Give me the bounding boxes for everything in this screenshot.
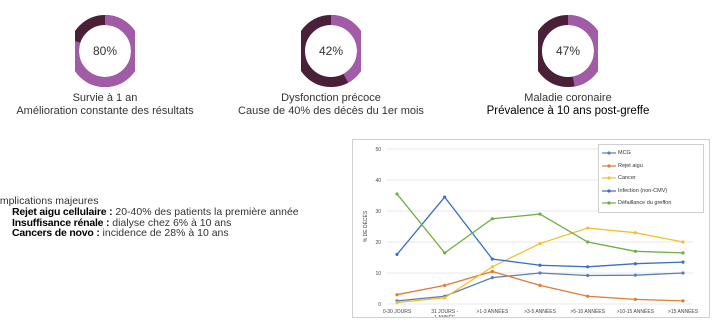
legend-label: MCG [618, 150, 631, 157]
x-tick-label: 1 ANNÉE [434, 314, 456, 317]
data-point [681, 251, 685, 255]
legend-item: Infection (non-CMV) [602, 185, 700, 198]
complication-item: Insuffisance rénale : dialyse chez 6% à … [12, 216, 350, 229]
data-point [633, 273, 637, 277]
legend-swatch [602, 201, 616, 205]
x-tick-label: >5-10 ANNÉES [570, 308, 605, 315]
data-point [586, 265, 590, 269]
complication-label: Cancers de novo : [12, 227, 100, 239]
complication-text: incidence de 28% à 10 ans [99, 227, 229, 239]
data-point [586, 226, 590, 230]
data-point [586, 240, 590, 244]
data-point [490, 217, 494, 221]
x-tick-label: >3-5 ANNÉES [524, 308, 556, 315]
data-point [633, 262, 637, 266]
legend-swatch [602, 151, 616, 155]
y-tick-label: 0 [378, 302, 381, 308]
complications-title: omplications majeures [0, 195, 99, 207]
data-point [395, 300, 399, 305]
donut-value-label: 42% [319, 44, 343, 58]
stat-subtitle: Amélioration constante des résultats [16, 105, 194, 117]
x-tick-label: 0-30 JOURS [383, 309, 412, 315]
y-axis-label: % DE DÉCÈS [362, 210, 369, 242]
y-tick-label: 50 [375, 147, 381, 153]
data-point [538, 241, 542, 246]
y-tick-label: 30 [375, 209, 381, 215]
data-point [681, 240, 685, 244]
legend-swatch [602, 189, 616, 193]
stat-title: Dysfonction précoce [281, 92, 381, 104]
data-point [681, 260, 685, 264]
data-point [395, 252, 399, 256]
legend-item: MCG [602, 147, 700, 160]
data-point [681, 299, 685, 303]
y-tick-label: 40 [375, 178, 381, 184]
stat-subtitle: Prévalence à 10 ans post-greffe [486, 105, 650, 117]
ring-filled [538, 15, 598, 87]
donut-value-label: 80% [93, 44, 117, 58]
legend-swatch [602, 164, 616, 168]
legend-label: Défaillance du greffon [618, 200, 672, 207]
complications-section: omplications majeures Rejet aigu cellula… [0, 195, 350, 239]
ring-filled [75, 15, 135, 87]
data-point [443, 251, 447, 255]
donut-value-label: 47% [556, 44, 580, 58]
stat-title: Survie à 1 an [72, 92, 138, 104]
x-tick-label: >15 ANNÉES [668, 308, 699, 315]
data-point [538, 263, 542, 267]
complication-item: Rejet aigu cellulaire : 20-40% des patie… [12, 207, 350, 218]
data-point [538, 212, 542, 216]
data-point [443, 195, 447, 199]
data-point [490, 265, 494, 269]
complication-text: dialyse chez 6% à 10 ans [109, 216, 232, 229]
stat-early-dysfunction: 42% Dysfonction précoce Cause de 40% des… [216, 4, 446, 118]
data-point [633, 297, 637, 301]
data-point [443, 283, 447, 287]
data-point [681, 271, 685, 275]
complication-label: Insuffisance rénale : [12, 216, 110, 229]
chart-legend: MCG Rejet aigu Cancer Infection (non-CMV) Dé… [598, 144, 704, 213]
legend-label: Infection (non-CMV) [618, 187, 668, 194]
complication-label: Rejet aigu cellulaire : [12, 206, 113, 218]
data-point [586, 294, 590, 298]
mortality-chart: 0 10 20 30 40 50 % DE DÉCÈS 0-30 JOURS 31 JOURS … [352, 139, 710, 318]
x-tick-label: >10-15 ANNÉES [617, 308, 655, 315]
legend-label: Rejet aigu [618, 162, 643, 169]
x-tick-label: 31 JOURS - [431, 309, 458, 315]
legend-item: Défaillance du greffon [602, 197, 700, 210]
donut-chart-dysfunction: 42% [301, 15, 361, 87]
data-point [395, 293, 399, 297]
ring-filled [301, 15, 361, 87]
data-point [490, 276, 494, 280]
y-tick-label: 10 [375, 271, 381, 277]
data-point [633, 231, 637, 235]
complication-item: Cancers de novo : incidence de 28% à 10 … [12, 228, 350, 239]
data-point [538, 283, 542, 287]
data-point [490, 269, 494, 274]
legend-item: Rejet aigu [602, 160, 700, 173]
data-point [443, 296, 447, 300]
legend-label: Cancer [618, 175, 636, 182]
donut-chart-survival: 80% [75, 15, 135, 87]
stat-title: Maladie coronaire [524, 92, 612, 104]
legend-item: Cancer [602, 172, 700, 185]
stat-subtitle: Cause de 40% des décès du 1er mois [238, 105, 424, 117]
data-point [395, 192, 399, 196]
data-point [586, 273, 590, 278]
stat-coronary-disease: 47% Maladie coronaire Prévalence à 10 an… [453, 4, 683, 118]
legend-swatch [602, 176, 616, 180]
data-point [538, 271, 542, 275]
y-tick-label: 20 [375, 240, 381, 246]
donut-chart-coronary: 47% [538, 15, 598, 87]
data-point [633, 249, 637, 253]
complication-text: 20-40% des patients la première année [112, 206, 299, 218]
data-point [490, 257, 494, 261]
x-tick-label: >1-3 ANNÉES [476, 308, 508, 315]
stat-survival: 80% Survie à 1 an Amélioration constante… [0, 4, 220, 118]
